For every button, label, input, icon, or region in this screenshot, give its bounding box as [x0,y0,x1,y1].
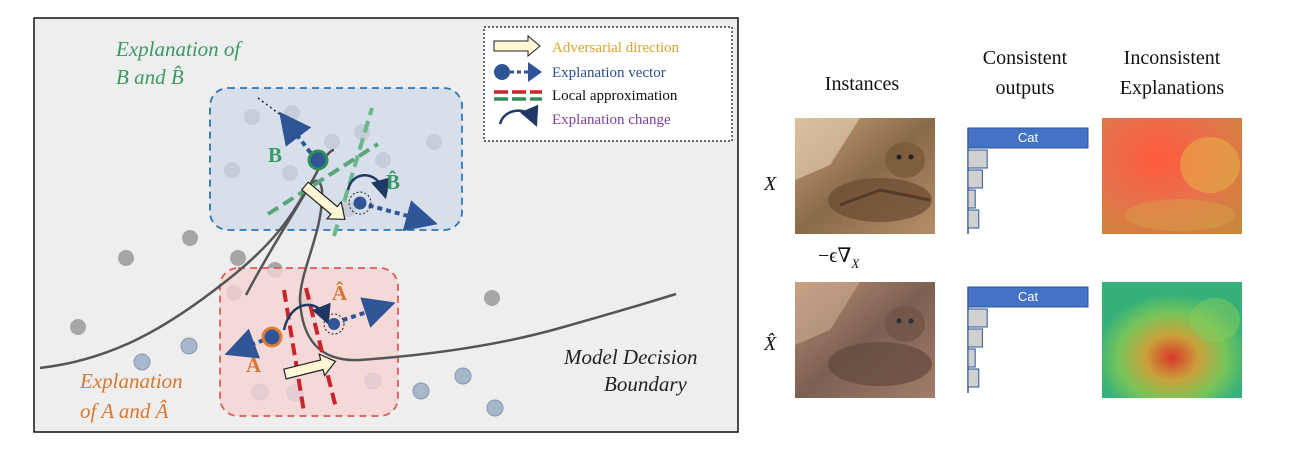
b-local-approx-1 [266,142,380,216]
a-local-approx-2 [304,287,338,409]
point-b-hat-label: B̂ [386,170,400,194]
bar-other-class [967,189,976,209]
legend-label-adversarial: Adversarial direction [552,40,680,56]
boundary-label-1: Model Decision [563,345,698,369]
b-explanation-change-icon [346,174,391,200]
col-header-outputs-1: Consistent [983,47,1068,69]
row-label-x-hat: X̂ [763,332,777,355]
bar-other-class [967,169,983,189]
point-a-hat [328,318,340,330]
bar-other-class [967,368,980,388]
point-b-label: B [268,143,282,167]
col-header-outputs-2: outputs [996,77,1055,99]
a-local-approx-1 [282,289,306,413]
a-group-label-1: Explanation [79,369,183,393]
instance-image-x-hat [795,282,935,398]
explanation-heatmap-x-hat [1102,282,1242,398]
point-b-hat [353,196,367,210]
col-header-explanations-2: Explanations [1120,77,1225,99]
bar-other-class [967,308,988,328]
yellow-arrow-icon [493,34,541,58]
bar-top-class [967,286,1089,308]
bar-label: Cat [1018,130,1039,145]
perturbation-label: −ϵ∇X [818,245,860,271]
legend-label-explanation: Explanation vector [552,65,666,81]
bar-other-class [967,209,980,229]
point-b [307,149,329,171]
legend-label-change: Explanation change [552,112,671,128]
bar-label: Cat [1018,289,1039,304]
bar-other-class [967,149,988,169]
decision-boundary-branch [244,148,335,296]
point-a [261,326,283,348]
point-b-hat-ring [348,191,372,215]
output-bars-x-hat: Cat [967,286,1089,393]
instance-image-x [795,118,935,234]
a-region [219,267,399,417]
output-bars-x: Cat [967,127,1089,234]
left-panel: Explanation of B and B̂ B B̂ A Â Explana… [33,17,739,433]
b-group-label-2: B and B̂ [116,65,184,89]
a-group-label-2: of A and Â [80,399,169,423]
b-gradient-line [257,97,283,117]
boundary-label-2: Boundary [604,372,688,396]
decision-boundary [39,179,677,370]
b-adversarial-arrow [300,181,346,221]
col-header-explanations-1: Inconsistent [1124,47,1221,69]
b-hat-explanation-vector [359,200,438,232]
point-a-hat-ring [323,313,345,335]
row-label-x: X [763,173,777,195]
bar-other-class [967,348,976,368]
legend: Adversarial direction Explanation vector… [483,26,733,142]
a-explanation-change-icon [282,302,331,331]
a-adversarial-arrow [283,353,337,380]
bar-top-class [967,127,1089,149]
curved-arrow-icon [498,104,539,127]
b-group-label-1: Explanation of [115,37,243,61]
right-panel: Instances Consistent outputs Inconsisten… [763,47,1242,398]
a-hat-explanation-vector [333,297,396,328]
blue-dot-arrow-icon [494,64,510,80]
col-header-instances: Instances [825,73,900,95]
point-a-hat-label: Â [332,281,348,305]
point-a-label: A [246,353,262,377]
legend-label-local: Local approximation [552,88,678,104]
explanation-heatmap-x [1102,118,1242,234]
bar-other-class [967,328,983,348]
a-explanation-vector [224,328,273,359]
